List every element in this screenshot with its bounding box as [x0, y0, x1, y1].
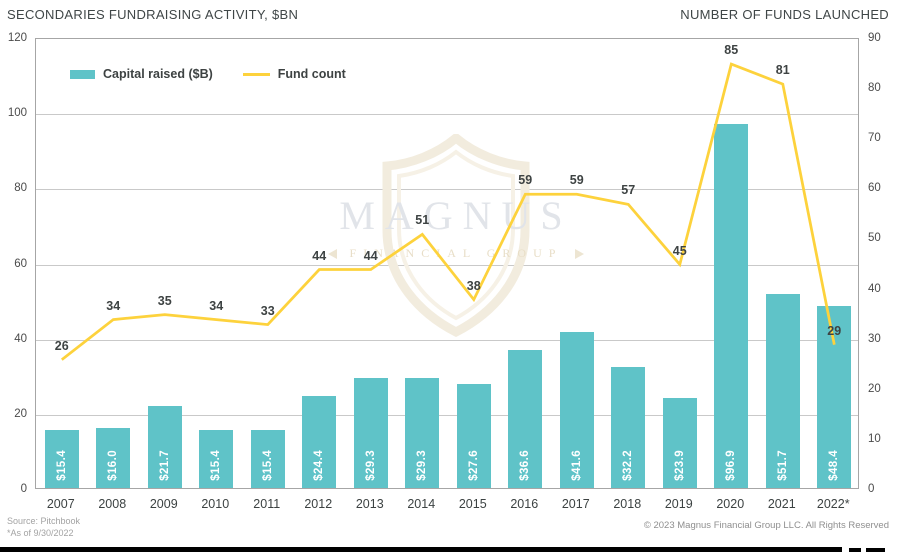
line-value-label: 81: [775, 63, 790, 78]
x-axis-label: 2012: [304, 497, 333, 511]
left-axis-title: SECONDARIES FUNDRAISING ACTIVITY, $BN: [7, 7, 299, 22]
line-series: [60, 62, 836, 361]
right-tick-label: 90: [868, 32, 881, 44]
x-axis-label: 2014: [407, 497, 436, 511]
x-axis-label: 2017: [561, 497, 590, 511]
left-tick-label: 0: [20, 483, 27, 495]
line-value-label: 44: [312, 248, 327, 263]
gridline: [36, 114, 858, 116]
x-axis-label: 2009: [149, 497, 178, 511]
right-tick-label: 40: [868, 282, 881, 295]
bar: $48.4: [817, 306, 852, 488]
x-axis-label: 2007: [46, 497, 75, 511]
legend-bar-swatch-icon: [70, 69, 95, 79]
right-tick-label: 70: [868, 132, 881, 145]
footer-copyright: © 2023 Magnus Financial Group LLC. All R…: [643, 520, 889, 531]
bar: $15.4: [44, 430, 79, 488]
x-axis-label: 2011: [253, 497, 281, 511]
bar: $32.2: [611, 366, 646, 488]
legend-bar-label: Capital raised ($B): [103, 67, 213, 81]
legend: Capital raised ($B) Fund count: [70, 67, 346, 81]
bar: $29.3: [405, 377, 440, 488]
line-value-label: 85: [724, 43, 739, 58]
left-tick-label: 20: [14, 407, 27, 420]
legend-line-label: Fund count: [277, 67, 346, 81]
bar: $27.6: [456, 384, 491, 488]
x-axis-label: 2010: [201, 497, 230, 511]
x-axis-label: 2019: [664, 497, 693, 511]
line-value-label: 59: [518, 173, 533, 188]
line-value-label: 29: [827, 323, 842, 338]
left-tick-label: 120: [7, 32, 27, 44]
source-text: Source: Pitchbook: [7, 516, 81, 526]
bar: $36.6: [508, 350, 543, 488]
line-value-label: 45: [672, 243, 687, 258]
x-axis-label: 2022*: [816, 497, 850, 511]
right-tick-label: 0: [868, 483, 875, 495]
left-tick-label: 60: [14, 257, 27, 270]
right-tick-label: 30: [868, 332, 881, 345]
bottom-divider-dash: [849, 548, 861, 552]
line-value-label: 59: [569, 173, 584, 188]
right-tick-label: 80: [868, 82, 881, 95]
line-value-label: 38: [466, 278, 481, 293]
bar: $16.0: [96, 427, 131, 488]
left-tick-label: 100: [7, 107, 27, 120]
right-tick-label: 50: [868, 232, 881, 245]
bar: $41.6: [559, 331, 594, 488]
bar: $21.7: [147, 406, 182, 488]
bar: $23.9: [662, 398, 697, 488]
right-tick-label: 10: [868, 432, 881, 445]
left-tick-label: 80: [14, 182, 27, 195]
x-axis-label: 2020: [716, 497, 745, 511]
line-value-label: 34: [209, 298, 224, 313]
line-value-label: 44: [363, 248, 378, 263]
bar: $29.3: [353, 377, 388, 488]
x-axis-label: 2013: [355, 497, 384, 511]
fund-count-line: [60, 62, 836, 361]
line-value-label: 33: [260, 303, 275, 318]
right-tick-label: 60: [868, 182, 881, 195]
line-value-label: 34: [106, 298, 121, 313]
right-tick-label: 20: [868, 382, 881, 395]
line-value-label: 57: [621, 183, 636, 198]
x-axis-label: 2016: [510, 497, 539, 511]
gridline: [36, 414, 858, 416]
gridline: [36, 339, 858, 341]
x-axis-label: 2021: [767, 497, 796, 511]
x-axis-label: 2015: [458, 497, 487, 511]
left-tick-label: 40: [14, 332, 27, 345]
bar: $15.4: [250, 430, 285, 488]
bottom-divider-bar: [0, 547, 842, 552]
line-value-label: 51: [415, 213, 430, 228]
legend-line-swatch-icon: [242, 72, 270, 76]
bar: $51.7: [765, 293, 800, 488]
footer-source: Source: Pitchbook *As of 9/30/2022: [7, 515, 80, 539]
line-value-label: 26: [54, 338, 69, 353]
right-axis-title: NUMBER OF FUNDS LAUNCHED: [680, 7, 889, 22]
line-value-label: 35: [157, 293, 172, 308]
bar: $96.9: [714, 123, 749, 488]
x-axis-label: 2008: [98, 497, 127, 511]
plot-area: MAGNUS FINANCIAL GROUP $15.4 $16.0 $21.7 $1…: [35, 38, 859, 489]
x-axis-label: 2018: [613, 497, 642, 511]
as-of-text: *As of 9/30/2022: [7, 528, 74, 538]
bottom-divider-dash: [866, 548, 885, 552]
bar: $15.4: [199, 430, 234, 488]
bar: $24.4: [302, 396, 337, 488]
